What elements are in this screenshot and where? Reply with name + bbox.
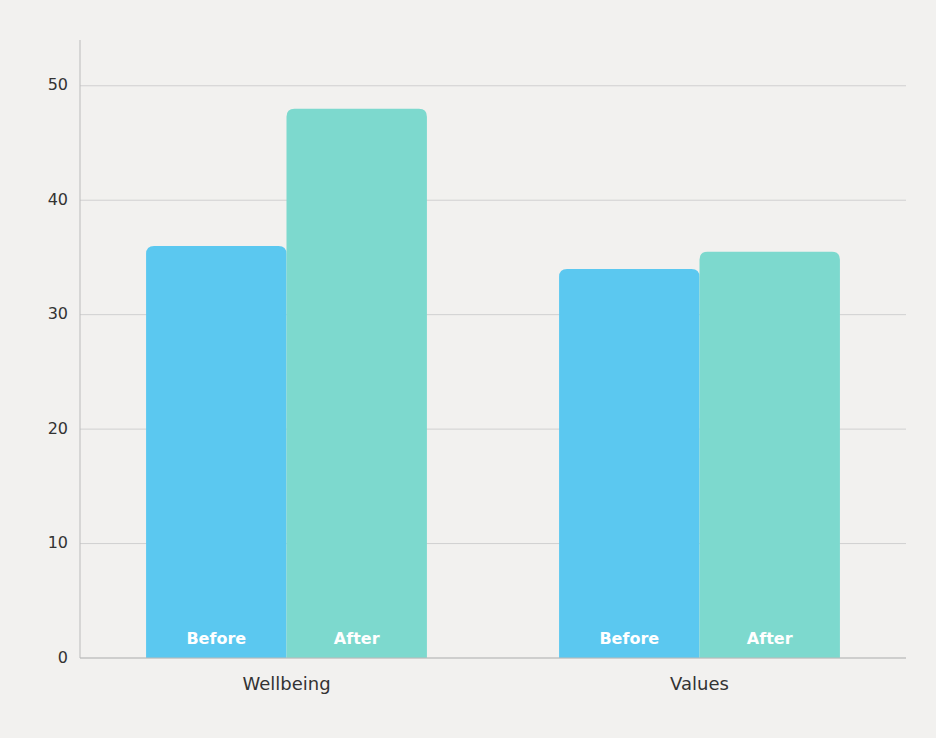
- bar: [559, 269, 699, 658]
- bar: [700, 252, 840, 658]
- y-tick-label: 10: [48, 533, 68, 552]
- y-tick-label: 20: [48, 419, 68, 438]
- bar-series-label: Before: [186, 629, 246, 648]
- grid-line: [80, 658, 906, 659]
- x-tick-label: Wellbeing: [242, 673, 330, 694]
- bar-series-label: Before: [599, 629, 659, 648]
- y-axis-line: [80, 40, 81, 658]
- bars: [146, 109, 840, 658]
- bar: [146, 246, 286, 658]
- bar-labels: Before After Before After: [186, 629, 792, 648]
- bar-series-label: After: [747, 629, 793, 648]
- x-tick-label: Values: [670, 673, 729, 694]
- bar: [287, 109, 427, 658]
- bar-series-label: After: [334, 629, 380, 648]
- chart-container: 0 10 20 30 40 50 Before After Before After Wellbei…: [0, 0, 936, 738]
- y-tick-label: 40: [48, 190, 68, 209]
- grid-line: [80, 85, 906, 86]
- y-tick-label: 50: [48, 75, 68, 94]
- y-tick-label: 30: [48, 304, 68, 323]
- y-tick-label: 0: [58, 648, 68, 667]
- grid: [80, 86, 906, 658]
- grid-line: [80, 200, 906, 201]
- x-axis-line: [80, 658, 906, 659]
- chart-svg: 0 10 20 30 40 50 Before After Before After Wellbei…: [0, 0, 936, 738]
